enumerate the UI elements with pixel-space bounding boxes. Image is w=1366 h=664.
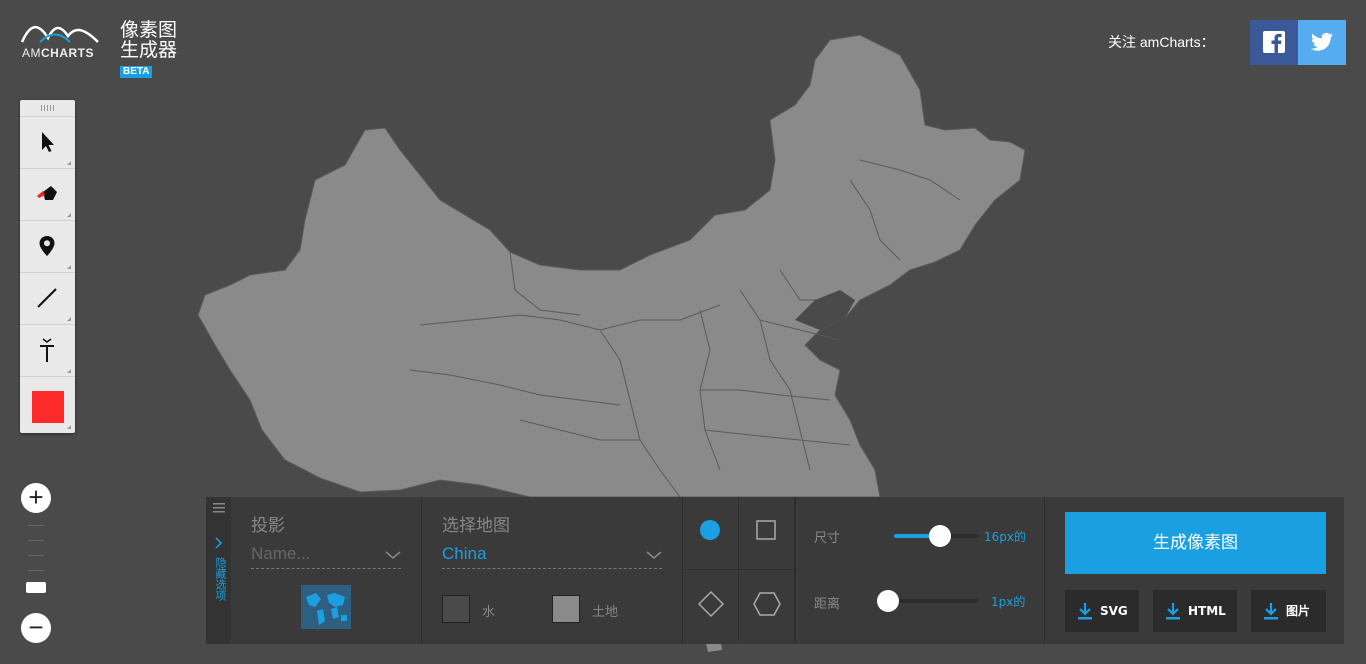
- land-label: 土地: [592, 605, 619, 620]
- water-color-swatch[interactable]: [442, 595, 470, 623]
- chevron-right-icon: [215, 537, 223, 549]
- options-panel: 隐藏选项 投影 Name... 选择地图 China 水 土地: [206, 497, 1344, 644]
- download-svg-button[interactable]: SVG: [1065, 590, 1139, 632]
- amcharts-logo[interactable]: AMCHARTS: [20, 18, 100, 62]
- size-slider-knob[interactable]: [929, 525, 951, 547]
- color-tool[interactable]: [20, 376, 75, 433]
- download-image-button[interactable]: 图片: [1251, 590, 1326, 632]
- square-icon: [756, 520, 776, 540]
- world-map-thumbnail[interactable]: [301, 585, 351, 629]
- world-map-icon: [306, 593, 347, 625]
- hexagon-icon: [753, 592, 781, 616]
- brush-tool[interactable]: [20, 168, 75, 221]
- download-image-label: 图片: [1286, 604, 1311, 618]
- facebook-button[interactable]: [1250, 20, 1298, 65]
- shape-circle-option[interactable]: [683, 497, 739, 570]
- hide-options-toggle[interactable]: 隐藏选项: [206, 497, 231, 644]
- bohai-sea: [795, 290, 855, 330]
- tool-palette: [20, 100, 75, 433]
- color-swatch: [32, 391, 64, 423]
- zoom-in-button[interactable]: +: [21, 483, 51, 513]
- projection-section: 投影 Name...: [231, 497, 422, 644]
- diamond-icon: [697, 590, 725, 618]
- brush-icon: [37, 186, 57, 200]
- shape-section: [683, 497, 796, 644]
- spacing-label: 距离: [814, 597, 841, 612]
- zoom-tick: [28, 540, 44, 541]
- text-icon: [40, 338, 54, 362]
- pointer-icon: [42, 132, 54, 152]
- download-html-label: HTML: [1188, 604, 1226, 618]
- logo-text: AMCHARTS: [22, 46, 94, 60]
- map-dropdown[interactable]: China: [442, 542, 662, 569]
- line-icon: [37, 288, 57, 308]
- download-icon: [1166, 603, 1180, 620]
- size-label: 尺寸: [814, 531, 841, 546]
- size-section: 尺寸 16px的 距离 1px的: [796, 497, 1045, 644]
- facebook-icon: [1263, 31, 1285, 53]
- projection-title: 投影: [251, 516, 285, 536]
- download-html-button[interactable]: HTML: [1153, 590, 1237, 632]
- generate-map-button[interactable]: 生成像素图: [1065, 512, 1326, 574]
- size-value: 16px的: [984, 530, 1026, 544]
- app-title: 像素图 生成器: [120, 19, 178, 61]
- download-icon: [1078, 603, 1092, 620]
- map-pin-icon: [39, 236, 55, 256]
- zoom-slider-handle[interactable]: [26, 582, 46, 593]
- text-tool[interactable]: [20, 324, 75, 377]
- china-land[interactable]: [197, 34, 1026, 498]
- size-slider-fill: [894, 534, 940, 538]
- zoom-tick: [28, 525, 44, 526]
- water-label: 水: [482, 605, 496, 620]
- beta-badge: BETA: [120, 66, 153, 78]
- twitter-button[interactable]: [1298, 20, 1346, 65]
- size-slider[interactable]: [894, 525, 978, 547]
- twitter-icon: [1311, 32, 1333, 51]
- toolbar-drag-handle[interactable]: [20, 100, 75, 116]
- spacing-slider[interactable]: [877, 590, 978, 612]
- spacing-value: 1px的: [991, 595, 1026, 609]
- shape-hexagon-option[interactable]: [739, 570, 795, 642]
- hide-options-label: 隐藏选项: [214, 557, 226, 601]
- zoom-tick: [28, 570, 44, 571]
- shape-square-option[interactable]: [739, 497, 795, 570]
- circle-icon: [700, 520, 720, 540]
- map-section: 选择地图 China 水 土地: [422, 497, 683, 644]
- pin-tool[interactable]: [20, 220, 75, 273]
- line-tool[interactable]: [20, 272, 75, 325]
- land-color-swatch[interactable]: [552, 595, 580, 623]
- amcharts-logo-icon: [20, 26, 99, 43]
- projection-dropdown[interactable]: Name...: [251, 542, 401, 569]
- spacing-slider-knob[interactable]: [877, 590, 899, 612]
- download-svg-label: SVG: [1100, 604, 1128, 618]
- zoom-tick: [28, 555, 44, 556]
- chevron-down-icon: [646, 551, 662, 559]
- follow-label: 关注 amCharts：: [1108, 34, 1215, 50]
- projection-placeholder: Name...: [251, 544, 311, 563]
- chevron-down-icon: [385, 551, 401, 559]
- menu-icon: [213, 503, 225, 513]
- map-title: 选择地图: [442, 516, 510, 536]
- zoom-out-button[interactable]: −: [21, 613, 51, 643]
- select-tool[interactable]: [20, 116, 75, 169]
- shape-diamond-option[interactable]: [683, 570, 739, 642]
- province-borders: [409, 159, 961, 498]
- download-icon: [1264, 603, 1278, 620]
- map-selected-value: China: [442, 544, 487, 563]
